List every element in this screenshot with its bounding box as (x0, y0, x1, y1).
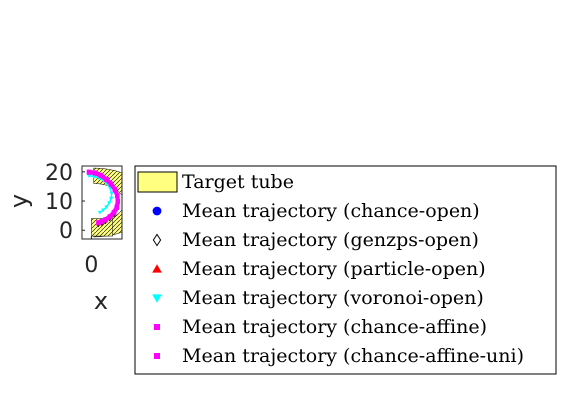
legend-entry-2: Mean trajectory (particle-open) (152, 258, 486, 280)
series-layer (86, 169, 121, 228)
legend-entry-4: Mean trajectory (chance-affine) (154, 316, 487, 338)
legend-label: Mean trajectory (particle-open) (182, 258, 486, 280)
x-axis-label: x (94, 287, 108, 315)
legend-entry-5: Mean trajectory (chance-affine-uni) (154, 345, 524, 367)
data-point (99, 218, 105, 224)
legend-box (134, 165, 557, 375)
legend-marker (154, 353, 160, 359)
y-tick-label: 0 (59, 219, 73, 244)
legend-entry-target: Target tube (137, 171, 294, 193)
legend-entry-0: Mean trajectory (chance-open) (152, 200, 480, 222)
legend-marker (154, 324, 160, 330)
data-point (109, 191, 114, 196)
target-tube-hatch (93, 168, 122, 237)
plot-area: 0 10 20 0 (45, 161, 123, 278)
legend-entry-3: Mean trajectory (voronoi-open) (152, 287, 484, 309)
data-point (96, 220, 101, 225)
legend-label: Mean trajectory (chance-affine-uni) (182, 345, 524, 367)
legend-marker (152, 233, 162, 247)
data-point (107, 214, 113, 219)
legend-swatch-target (137, 171, 178, 193)
legend-marker (152, 206, 162, 216)
data-point (104, 205, 109, 209)
legend-marker (152, 264, 162, 273)
data-point (115, 198, 121, 204)
y-axis-label: y (5, 194, 33, 208)
y-tick-label: 20 (45, 161, 73, 186)
data-point (108, 181, 114, 187)
legend-marker (152, 294, 162, 303)
y-tick-label: 10 (45, 190, 73, 215)
legend-label: Mean trajectory (genzps-open) (182, 229, 479, 251)
plot-frame (81, 165, 123, 240)
data-point (92, 170, 98, 175)
data-point (115, 192, 120, 198)
legend-items: Target tube Mean trajectory (chance-open)… (137, 171, 524, 367)
legend-label: Mean trajectory (chance-open) (182, 200, 480, 222)
data-point (86, 174, 92, 179)
legend-entry-1: Mean trajectory (genzps-open) (152, 229, 479, 251)
data-point (112, 187, 118, 192)
legend-label: Target tube (182, 171, 294, 193)
tick-layer: 0 10 20 0 (45, 161, 98, 278)
data-point (103, 217, 108, 222)
data-point (86, 169, 92, 175)
legend-label: Mean trajectory (chance-affine) (182, 316, 487, 338)
data-point (101, 208, 106, 213)
x-tick-label: 0 (84, 253, 98, 278)
data-point (109, 196, 114, 201)
legend-label: Mean trajectory (voronoi-open) (182, 287, 484, 309)
data-point (114, 204, 120, 210)
data-point (104, 176, 109, 182)
data-point (107, 201, 112, 205)
data-point (98, 172, 104, 178)
data-point (92, 174, 97, 179)
series-5 (86, 169, 121, 225)
legend: Target tube Mean trajectory (chance-open)… (134, 165, 557, 375)
data-point (97, 210, 102, 215)
data-point (111, 209, 117, 215)
